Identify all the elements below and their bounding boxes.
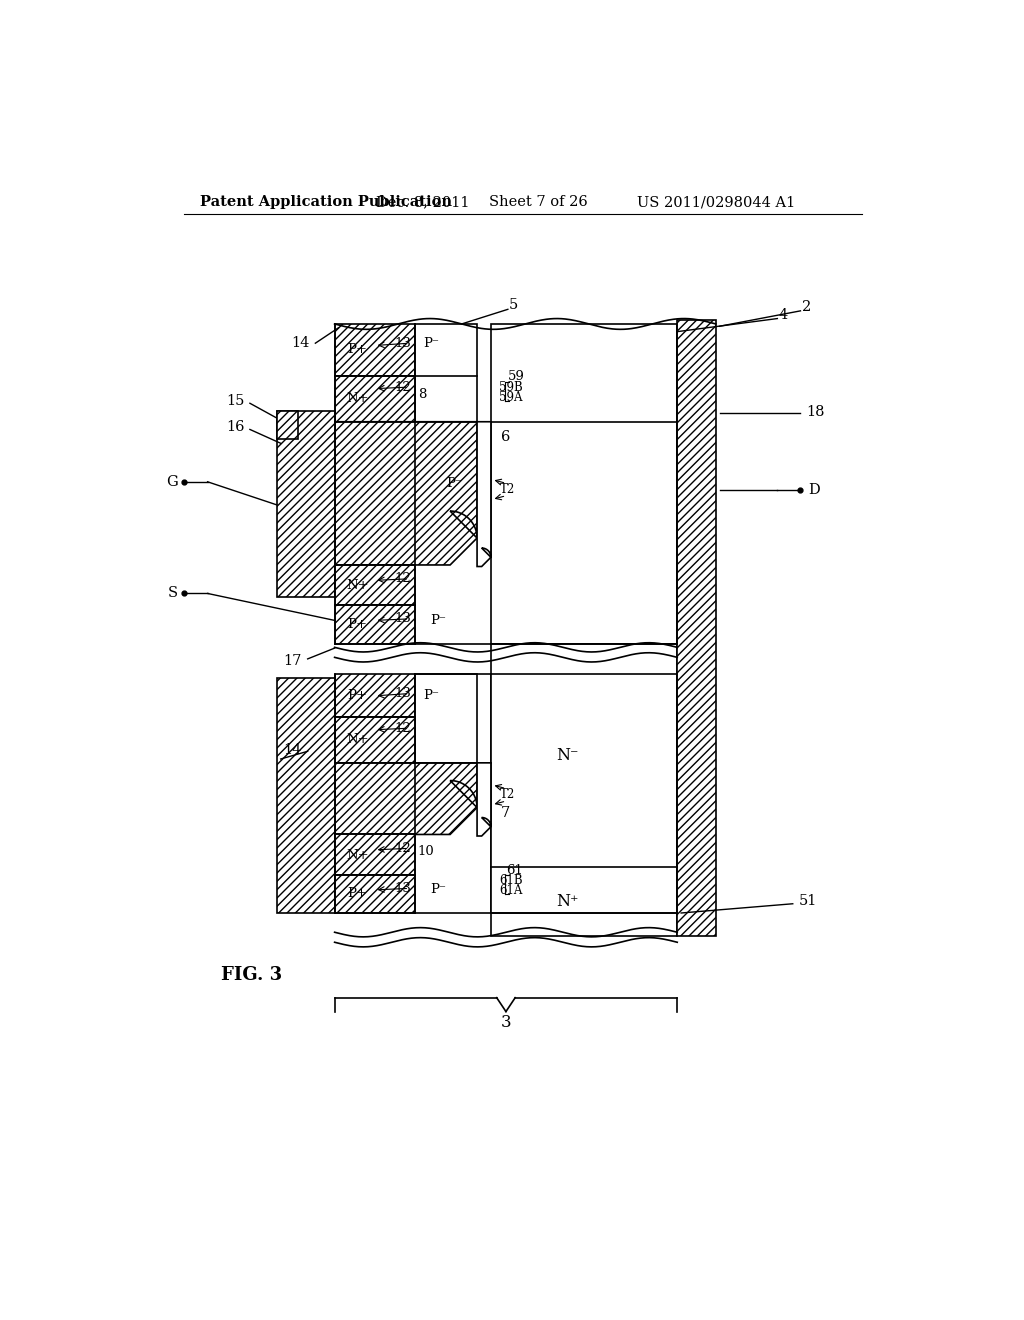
Text: 10: 10	[418, 845, 434, 858]
Text: 17: 17	[283, 655, 301, 668]
Bar	[335, 834, 416, 874]
Text: 6: 6	[501, 430, 510, 444]
Text: 61B: 61B	[499, 874, 523, 887]
Bar	[276, 678, 335, 913]
Bar	[335, 675, 416, 717]
Bar	[335, 874, 416, 913]
Bar	[335, 323, 416, 376]
Text: 7: 7	[501, 807, 510, 820]
Text: P+: P+	[348, 689, 368, 702]
Text: Patent Application Publication: Patent Application Publication	[200, 195, 452, 210]
Text: US 2011/0298044 A1: US 2011/0298044 A1	[637, 195, 795, 210]
Text: 13: 13	[394, 686, 412, 700]
Text: 59: 59	[508, 370, 524, 383]
Text: 13: 13	[394, 612, 412, 626]
Bar	[677, 321, 716, 936]
Bar	[335, 675, 416, 717]
Text: 12: 12	[395, 380, 412, 393]
Text: 8: 8	[418, 388, 426, 401]
Text: P+: P+	[348, 887, 368, 900]
Text: N+: N+	[346, 392, 369, 405]
Text: N⁻: N⁻	[557, 747, 580, 764]
Bar	[335, 834, 416, 874]
Text: N+: N+	[346, 849, 369, 862]
Bar	[677, 321, 716, 936]
Text: P+: P+	[348, 618, 368, 631]
Text: P⁻: P⁻	[446, 477, 462, 490]
Polygon shape	[335, 763, 477, 834]
Text: P⁻: P⁻	[430, 883, 446, 896]
Text: 4: 4	[778, 308, 787, 322]
Bar	[335, 323, 416, 376]
Bar	[335, 376, 416, 422]
Bar	[416, 675, 477, 763]
Text: G: G	[167, 475, 178, 488]
Bar	[335, 605, 416, 644]
Text: 13: 13	[394, 337, 412, 350]
Bar	[276, 411, 298, 440]
Bar	[416, 323, 477, 422]
Bar	[490, 323, 677, 644]
Text: 12: 12	[395, 722, 412, 735]
Text: Dec. 8, 2011: Dec. 8, 2011	[377, 195, 470, 210]
Text: T2: T2	[501, 788, 515, 801]
Text: S: S	[168, 586, 178, 601]
Text: Sheet 7 of 26: Sheet 7 of 26	[489, 195, 588, 210]
Text: 15: 15	[226, 393, 245, 408]
Text: P⁻: P⁻	[423, 689, 439, 702]
Bar	[335, 565, 416, 605]
Bar	[335, 874, 416, 913]
Text: 13: 13	[394, 882, 412, 895]
Text: 12: 12	[395, 842, 412, 855]
Text: 3: 3	[501, 1014, 511, 1031]
Polygon shape	[335, 422, 477, 565]
Bar	[335, 605, 416, 644]
Bar	[335, 376, 416, 422]
Text: D: D	[808, 483, 820, 496]
Text: 2: 2	[802, 300, 811, 314]
Text: 14: 14	[291, 337, 309, 350]
Text: 18: 18	[807, 405, 825, 420]
Text: 61A: 61A	[500, 884, 522, 898]
Text: 14: 14	[283, 743, 301, 756]
Bar	[335, 565, 416, 605]
Text: 12: 12	[395, 573, 412, 585]
Polygon shape	[276, 411, 335, 597]
Text: P⁻: P⁻	[423, 337, 439, 350]
Bar	[335, 717, 416, 763]
Text: N+: N+	[346, 579, 369, 593]
Text: 61: 61	[506, 865, 523, 878]
Bar	[490, 675, 677, 913]
Text: 5: 5	[509, 298, 518, 313]
Text: 51: 51	[799, 895, 817, 908]
Bar	[490, 644, 677, 867]
Polygon shape	[477, 422, 490, 566]
Text: 16: 16	[226, 420, 245, 434]
Text: P+: P+	[348, 343, 368, 356]
Text: FIG. 3: FIG. 3	[221, 966, 283, 983]
Text: N⁺: N⁺	[557, 892, 580, 909]
Text: T2: T2	[501, 483, 515, 496]
Bar	[276, 411, 298, 440]
Bar	[490, 867, 677, 936]
Polygon shape	[477, 763, 490, 836]
Text: N+: N+	[346, 733, 369, 746]
Text: P⁻: P⁻	[430, 614, 446, 627]
Text: 59A: 59A	[499, 391, 522, 404]
Bar	[276, 678, 335, 913]
Bar	[335, 717, 416, 763]
Text: 59B: 59B	[499, 380, 523, 393]
